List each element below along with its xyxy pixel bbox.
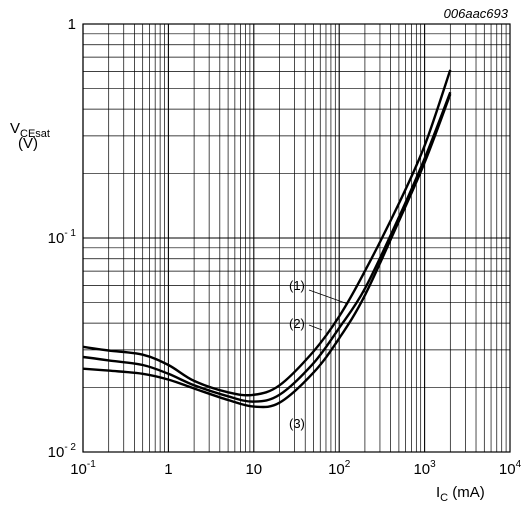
annotation-1: (1) xyxy=(289,278,349,305)
x-axis-label-unit: (mA) xyxy=(448,484,485,501)
x-tick-label: 1 xyxy=(164,461,172,478)
annotation-3: (3) xyxy=(289,416,305,431)
annotation-2: (2) xyxy=(289,316,323,331)
grid xyxy=(82,24,510,453)
y-axis-label-main: V xyxy=(10,120,20,137)
x-axis-label: IC (mA) xyxy=(436,484,485,504)
series-line-1 xyxy=(82,69,452,397)
y-tick-label: 10- 1 xyxy=(48,228,77,247)
y-tick-labels: 1 10- 1 10- 2 xyxy=(48,16,77,461)
x-axis-label-main: I xyxy=(436,484,440,501)
figure-code: 006aac693 xyxy=(444,6,509,21)
x-tick-labels: 10-1 1 10 102 103 104 xyxy=(70,459,521,478)
x-tick-label: 10-1 xyxy=(70,459,96,478)
series-label-3: (3) xyxy=(289,416,305,431)
y-tick-label: 1 xyxy=(68,16,76,33)
y-axis-label-sub: CEsat xyxy=(20,128,50,140)
series-label-2: (2) xyxy=(289,316,305,331)
plot-frame xyxy=(82,23,511,453)
y-axis-unit: (V) xyxy=(18,135,38,152)
x-tick-label: 104 xyxy=(499,459,522,478)
x-tick-label: 102 xyxy=(328,459,351,478)
x-tick-label: 103 xyxy=(413,459,436,478)
series-label-1: (1) xyxy=(289,278,305,293)
series-line-3 xyxy=(82,93,452,409)
y-tick-label: 10- 2 xyxy=(48,442,77,461)
x-axis-label-sub: C xyxy=(440,492,448,504)
curves xyxy=(82,69,452,409)
series-line-2 xyxy=(82,91,452,403)
y-axis-label: VCEsat xyxy=(10,120,50,140)
x-tick-label: 10 xyxy=(245,461,262,478)
